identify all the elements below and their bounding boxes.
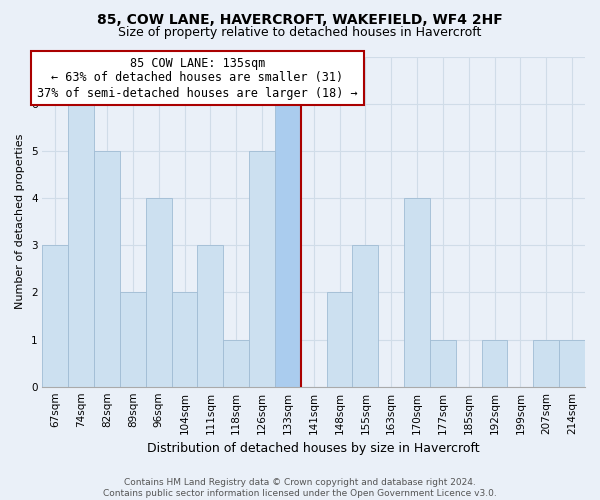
Bar xyxy=(352,245,379,386)
Bar xyxy=(249,151,275,386)
Bar xyxy=(223,340,249,386)
Bar xyxy=(197,245,223,386)
Bar xyxy=(326,292,352,386)
Text: 85, COW LANE, HAVERCROFT, WAKEFIELD, WF4 2HF: 85, COW LANE, HAVERCROFT, WAKEFIELD, WF4… xyxy=(97,12,503,26)
Bar xyxy=(404,198,430,386)
Bar xyxy=(146,198,172,386)
Bar xyxy=(482,340,508,386)
X-axis label: Distribution of detached houses by size in Havercroft: Distribution of detached houses by size … xyxy=(148,442,480,455)
Bar xyxy=(68,104,94,387)
Bar xyxy=(559,340,585,386)
Text: Contains HM Land Registry data © Crown copyright and database right 2024.
Contai: Contains HM Land Registry data © Crown c… xyxy=(103,478,497,498)
Bar xyxy=(94,151,120,386)
Y-axis label: Number of detached properties: Number of detached properties xyxy=(16,134,25,310)
Bar xyxy=(172,292,197,386)
Bar xyxy=(275,104,301,387)
Text: Size of property relative to detached houses in Havercroft: Size of property relative to detached ho… xyxy=(118,26,482,39)
Bar xyxy=(120,292,146,386)
Bar xyxy=(430,340,456,386)
Bar xyxy=(533,340,559,386)
Bar xyxy=(43,245,68,386)
Text: 85 COW LANE: 135sqm
← 63% of detached houses are smaller (31)
37% of semi-detach: 85 COW LANE: 135sqm ← 63% of detached ho… xyxy=(37,56,358,100)
